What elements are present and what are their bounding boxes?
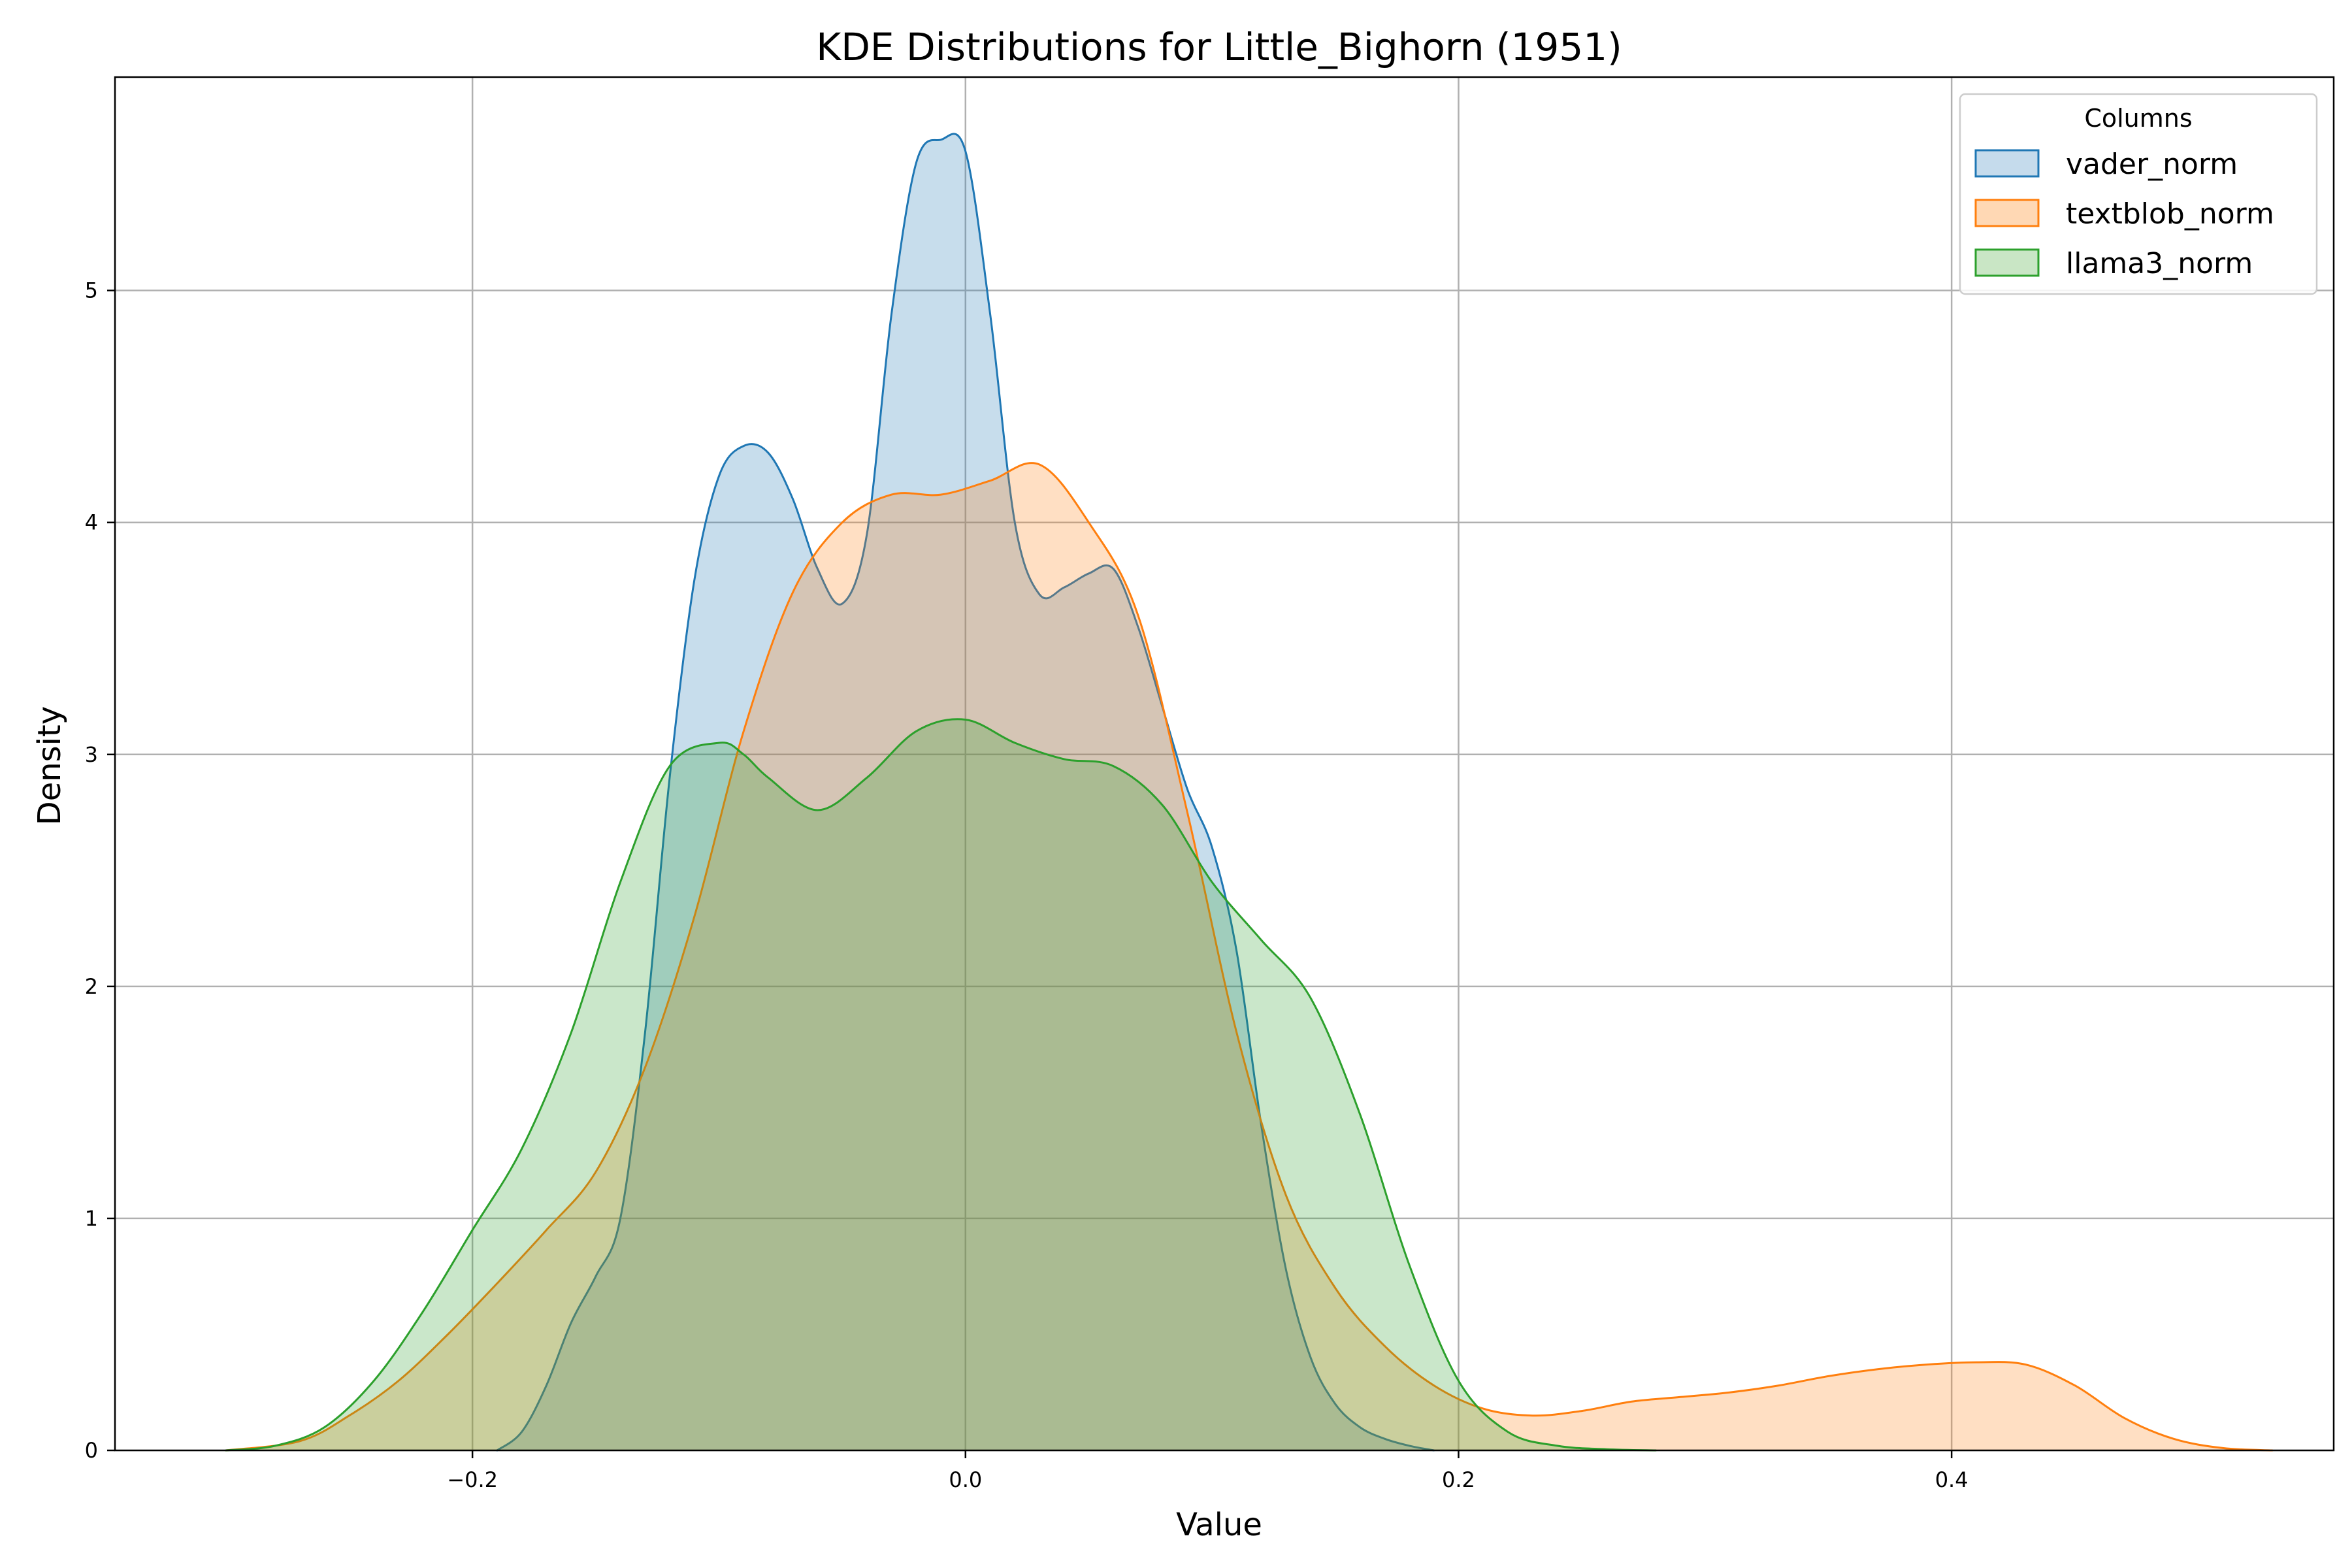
series-line-textblob_norm xyxy=(225,462,2274,1452)
y-tick-label: 4 xyxy=(85,510,98,535)
legend-title: Columns xyxy=(2084,104,2192,133)
legend-swatch-vader_norm xyxy=(1974,149,2040,178)
legend-entries: vader_norm textblob_norm llama3_norm xyxy=(1974,148,2274,280)
series-areas xyxy=(225,133,2274,1452)
y-tick-label: 2 xyxy=(85,974,98,999)
plot-frame xyxy=(114,76,2335,1452)
x-axis-label: Value xyxy=(1176,1507,1262,1543)
series-area-vader_norm xyxy=(497,133,1434,1451)
series-line-vader_norm xyxy=(496,133,1435,1452)
series-area-textblob_norm xyxy=(225,463,2272,1451)
y-tick-label: 0 xyxy=(85,1438,98,1463)
series-area-llama3_norm xyxy=(225,719,1656,1450)
x-tick-label: 0.0 xyxy=(949,1467,982,1492)
x-tick-label: 0.2 xyxy=(1442,1467,1475,1492)
y-tick-label: 3 xyxy=(85,742,98,767)
legend-swatch-llama3_norm xyxy=(1974,248,2040,277)
y-tick-label: 5 xyxy=(85,278,98,303)
x-tick-label: −0.2 xyxy=(447,1467,498,1492)
legend-box xyxy=(1959,93,2318,295)
legend-swatch-textblob_norm xyxy=(1974,199,2040,227)
y-axis-label: Density xyxy=(31,706,68,825)
y-tick-label: 1 xyxy=(85,1206,98,1231)
legend-label-vader_norm: vader_norm xyxy=(2066,148,2238,181)
legend: Columns vader_norm textblob_norm llama3_no… xyxy=(1959,93,2318,295)
legend-label-llama3_norm: llama3_norm xyxy=(2066,247,2253,280)
axis-ticks: −0.2 0.0 0.2 0.4 0 1 2 3 4 5 xyxy=(85,278,1968,1492)
series-line-llama3_norm xyxy=(225,718,1657,1452)
x-tick-label: 0.4 xyxy=(1935,1467,1968,1492)
legend-label-textblob_norm: textblob_norm xyxy=(2066,197,2274,231)
chart-title: KDE Distributions for Little_Bighorn (19… xyxy=(816,25,1622,69)
